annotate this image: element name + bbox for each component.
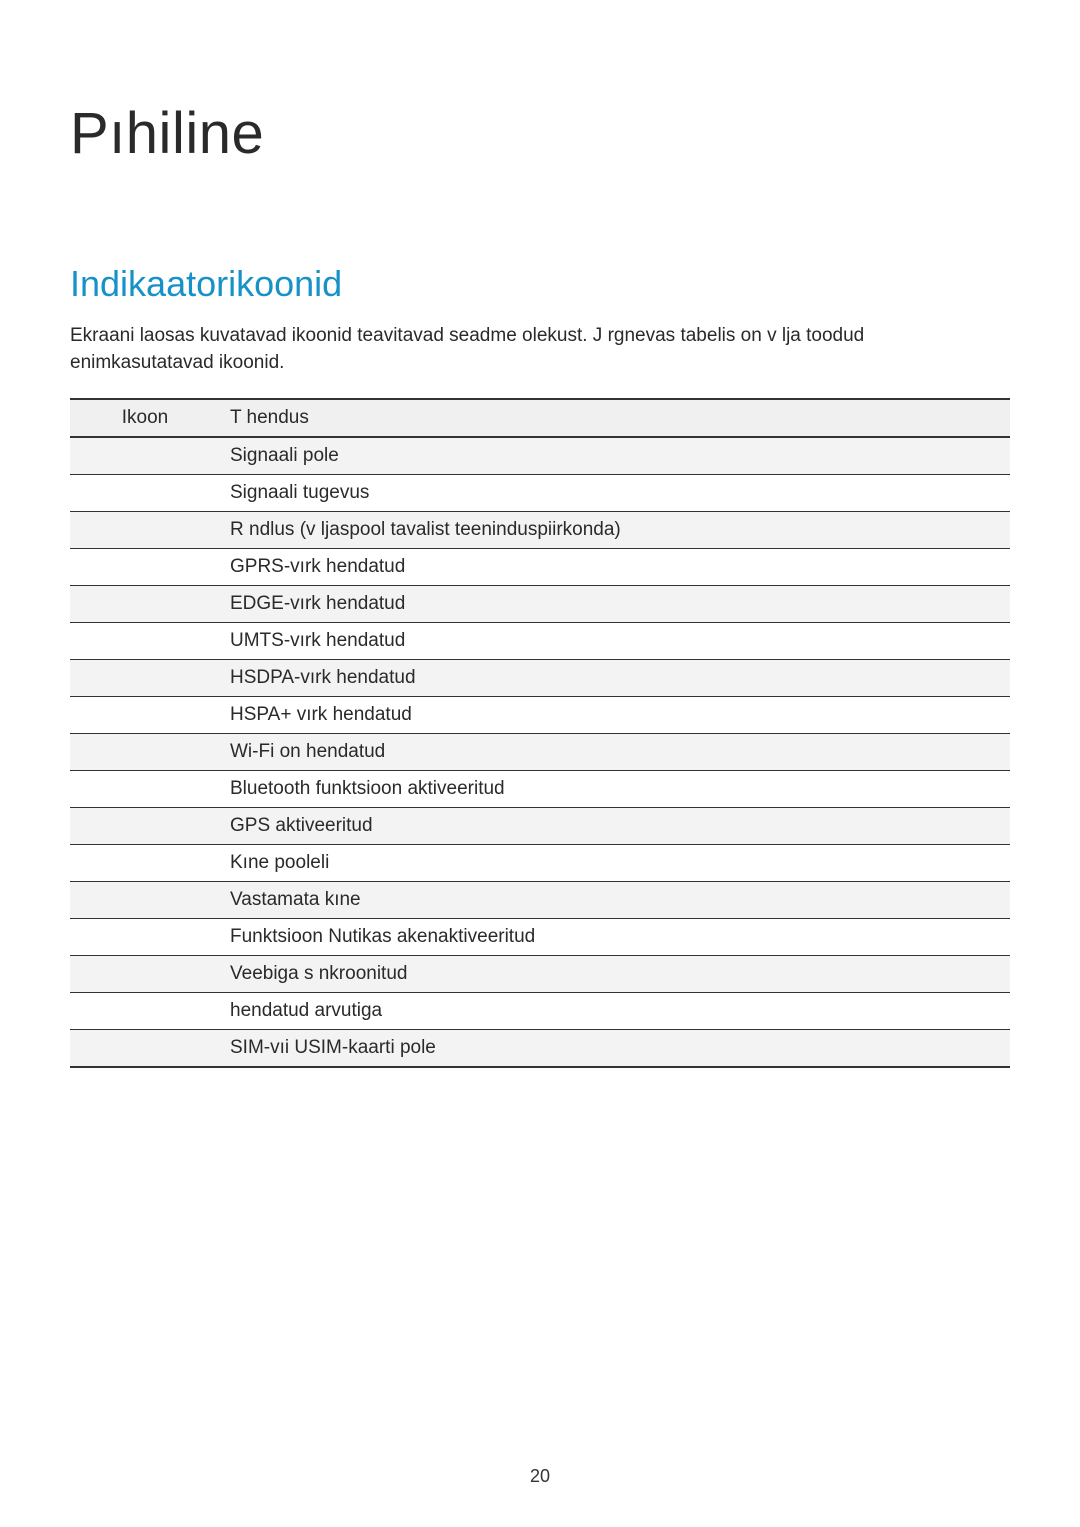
table-row: Wi-Fi on hendatud: [70, 734, 1010, 771]
cell-meaning: UMTS-vırk hendatud: [220, 623, 1010, 660]
table-row: Signaali tugevus: [70, 475, 1010, 512]
cell-icon: [70, 512, 220, 549]
table-row: HSDPA-vırk hendatud: [70, 660, 1010, 697]
cell-icon: [70, 549, 220, 586]
cell-meaning: R ndlus (v ljaspool tavalist teeninduspi…: [220, 512, 1010, 549]
page-number: 20: [0, 1466, 1080, 1487]
cell-meaning: Kıne pooleli: [220, 845, 1010, 882]
cell-meaning: EDGE-vırk hendatud: [220, 586, 1010, 623]
table-row: Kıne pooleli: [70, 845, 1010, 882]
cell-icon: [70, 1030, 220, 1068]
cell-icon: [70, 660, 220, 697]
cell-meaning: hendatud arvutiga: [220, 993, 1010, 1030]
cell-meaning: SIM-vıi USIM-kaarti pole: [220, 1030, 1010, 1068]
cell-icon: [70, 586, 220, 623]
table-row: Bluetooth funktsioon aktiveeritud: [70, 771, 1010, 808]
cell-meaning: GPS aktiveeritud: [220, 808, 1010, 845]
cell-icon: [70, 437, 220, 475]
cell-icon: [70, 623, 220, 660]
cell-meaning: Bluetooth funktsioon aktiveeritud: [220, 771, 1010, 808]
cell-icon: [70, 734, 220, 771]
cell-icon: [70, 956, 220, 993]
table-row: R ndlus (v ljaspool tavalist teeninduspi…: [70, 512, 1010, 549]
table-body: Signaali poleSignaali tugevusR ndlus (v …: [70, 437, 1010, 1067]
column-header-meaning: T hendus: [220, 399, 1010, 437]
document-page: Pıhiline Indikaatorikoonid Ekraani laosa…: [0, 0, 1080, 1527]
cell-meaning: HSDPA-vırk hendatud: [220, 660, 1010, 697]
cell-icon: [70, 845, 220, 882]
cell-meaning: Wi-Fi on hendatud: [220, 734, 1010, 771]
cell-icon: [70, 993, 220, 1030]
cell-icon: [70, 475, 220, 512]
cell-meaning: Veebiga s nkroonitud: [220, 956, 1010, 993]
indicator-table: Ikoon T hendus Signaali poleSignaali tug…: [70, 398, 1010, 1068]
cell-icon: [70, 882, 220, 919]
table-row: SIM-vıi USIM-kaarti pole: [70, 1030, 1010, 1068]
page-title: Pıhiline: [70, 100, 1010, 167]
cell-icon: [70, 771, 220, 808]
cell-meaning: Funktsioon Nutikas akenaktiveeritud: [220, 919, 1010, 956]
column-header-icon: Ikoon: [70, 399, 220, 437]
table-row: hendatud arvutiga: [70, 993, 1010, 1030]
cell-meaning: HSPA+ vırk hendatud: [220, 697, 1010, 734]
cell-meaning: Vastamata kıne: [220, 882, 1010, 919]
table-row: Vastamata kıne: [70, 882, 1010, 919]
table-row: EDGE-vırk hendatud: [70, 586, 1010, 623]
table-row: GPRS-vırk hendatud: [70, 549, 1010, 586]
table-row: Funktsioon Nutikas akenaktiveeritud: [70, 919, 1010, 956]
cell-icon: [70, 808, 220, 845]
cell-meaning: Signaali pole: [220, 437, 1010, 475]
table-row: UMTS-vırk hendatud: [70, 623, 1010, 660]
cell-icon: [70, 919, 220, 956]
table-row: Signaali pole: [70, 437, 1010, 475]
table-header-row: Ikoon T hendus: [70, 399, 1010, 437]
table-row: Veebiga s nkroonitud: [70, 956, 1010, 993]
table-row: GPS aktiveeritud: [70, 808, 1010, 845]
cell-icon: [70, 697, 220, 734]
table-row: HSPA+ vırk hendatud: [70, 697, 1010, 734]
cell-meaning: GPRS-vırk hendatud: [220, 549, 1010, 586]
section-heading: Indikaatorikoonid: [70, 263, 1010, 305]
cell-meaning: Signaali tugevus: [220, 475, 1010, 512]
section-intro: Ekraani laosas kuvatavad ikoonid teavita…: [70, 323, 1010, 376]
